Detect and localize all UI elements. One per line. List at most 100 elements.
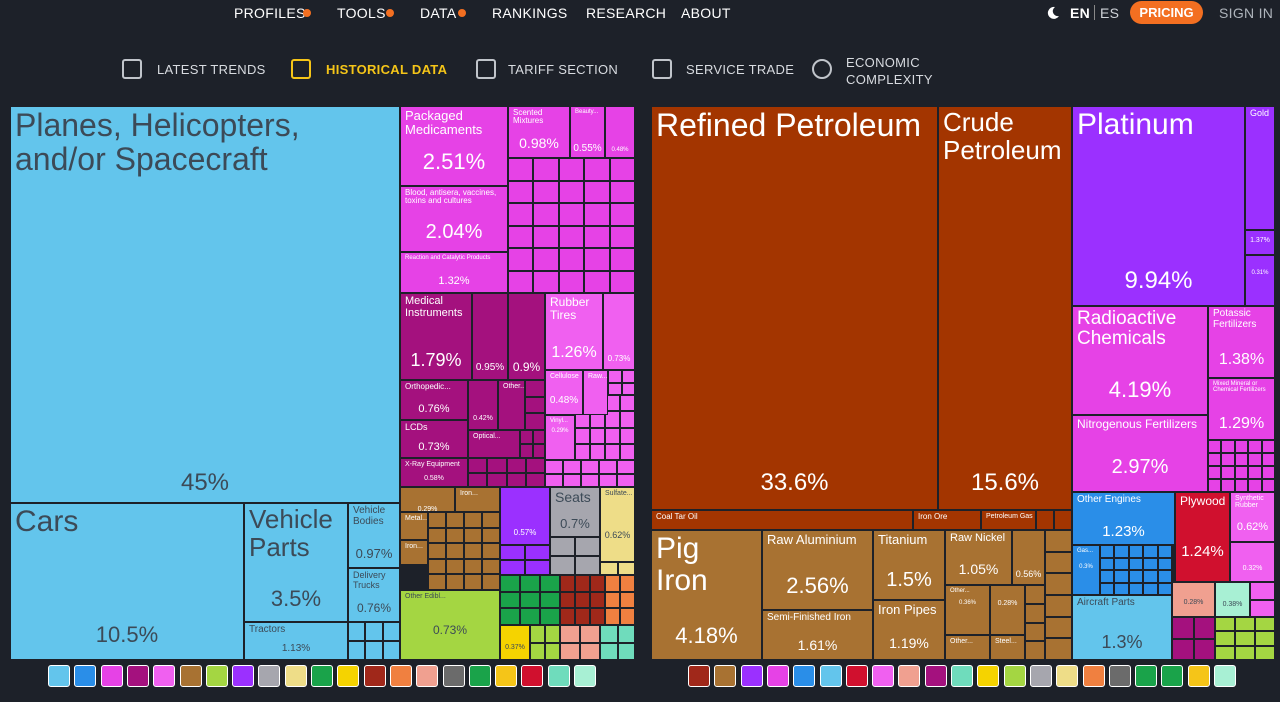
category-filter-icon[interactable]	[179, 665, 202, 687]
category-filter-icon[interactable]	[495, 665, 518, 687]
category-filter-icon[interactable]	[337, 665, 360, 687]
category-filter-icon[interactable]	[819, 665, 842, 687]
treemap-tile[interactable]: Refined Petroleum 33.6%	[651, 106, 938, 510]
category-filter-icon[interactable]	[389, 665, 412, 687]
category-filter-icon[interactable]	[521, 665, 544, 687]
treemap-tile[interactable]: 0.31%	[1245, 255, 1275, 306]
category-filter-icon[interactable]	[205, 665, 228, 687]
treemap-tile[interactable]: Mixed Mineral or Chemical Fertilizers 1.2…	[1208, 378, 1275, 440]
sub-nav-item[interactable]: LATEST TRENDS	[157, 62, 266, 77]
sub-nav-item[interactable]: SERVICE TRADE	[686, 62, 795, 77]
category-filter-icon[interactable]	[898, 665, 921, 687]
treemap-tile[interactable]: Tractors 1.13%	[244, 622, 348, 660]
treemap-tile[interactable]: Metal...	[400, 512, 428, 540]
treemap-tile[interactable]: Delivery Trucks 0.76%	[348, 568, 400, 622]
category-filter-icon[interactable]	[1029, 665, 1052, 687]
treemap-tile[interactable]: Rubber Tires 1.26%	[545, 293, 603, 370]
nav-item[interactable]: RESEARCH	[586, 5, 667, 21]
category-filter-icon[interactable]	[547, 665, 570, 687]
treemap-tile[interactable]: Semi-Finished Iron 1.61%	[762, 610, 873, 660]
category-filter-icon[interactable]	[232, 665, 255, 687]
category-filter-icon[interactable]	[1003, 665, 1026, 687]
treemap-tile[interactable]: 1.37%	[1245, 230, 1275, 255]
treemap-tile[interactable]: Other...	[498, 380, 525, 430]
treemap-tile[interactable]: Gas... 0.3%	[1072, 545, 1100, 595]
treemap-tile[interactable]: Vehicle Bodies 0.97%	[348, 503, 400, 568]
treemap-tile[interactable]: Iron Ore	[913, 510, 981, 530]
treemap-tile[interactable]: Other Engines 1.23%	[1072, 492, 1175, 545]
category-filter-icon[interactable]	[766, 665, 789, 687]
category-filter-icon[interactable]	[74, 665, 97, 687]
category-filter-icon[interactable]	[845, 665, 868, 687]
category-filter-icon[interactable]	[740, 665, 763, 687]
treemap-tile[interactable]: Raw Nickel 1.05%	[945, 530, 1012, 585]
language-en[interactable]: EN	[1070, 5, 1091, 21]
treemap-tile[interactable]: 0.29%	[400, 487, 455, 512]
treemap-tile[interactable]: Medical Instruments 1.79%	[400, 293, 472, 380]
category-filter-icon[interactable]	[1187, 665, 1210, 687]
treemap-tile[interactable]: 0.28%	[1172, 582, 1215, 617]
treemap-tile[interactable]: Optical...	[468, 430, 520, 458]
category-filter-icon[interactable]	[258, 665, 281, 687]
category-filter-icon[interactable]	[714, 665, 737, 687]
category-filter-icon[interactable]	[363, 665, 386, 687]
treemap-tile[interactable]: Plywood 1.24%	[1175, 492, 1230, 582]
treemap-tile[interactable]: Iron...	[400, 540, 428, 565]
category-filter-icon[interactable]	[574, 665, 596, 687]
treemap-tile[interactable]: 0.57%	[500, 487, 550, 545]
nav-item[interactable]: RANKINGS	[492, 5, 568, 21]
treemap-tile[interactable]: Potassic Fertilizers 1.38%	[1208, 306, 1275, 378]
treemap-tile[interactable]: 0.48%	[605, 106, 635, 158]
nav-item[interactable]: TOOLS	[337, 5, 386, 21]
treemap-tile[interactable]: 0.95%	[472, 293, 508, 380]
pricing-button[interactable]: PRICING	[1130, 1, 1203, 24]
treemap-tile[interactable]: Petroleum Gas	[981, 510, 1036, 530]
sub-nav-item[interactable]: ECONOMIC COMPLEXITY	[846, 55, 933, 87]
treemap-tile[interactable]: X-Ray Equipment 0.58%	[400, 458, 468, 487]
treemap-tile[interactable]: Other Edibl... 0.73%	[400, 590, 500, 660]
category-filter-icon[interactable]	[1082, 665, 1105, 687]
category-filter-icon[interactable]	[1214, 665, 1236, 687]
treemap-tile[interactable]: Aircraft Parts 1.3%	[1072, 595, 1172, 660]
treemap-tile[interactable]: Raw Aluminium 2.56%	[762, 530, 873, 610]
category-filter-icon[interactable]	[1135, 665, 1158, 687]
treemap-tile[interactable]: 0.32%	[1230, 542, 1275, 582]
nav-item[interactable]: ABOUT	[681, 5, 731, 21]
category-filter-icon[interactable]	[977, 665, 1000, 687]
treemap-tile[interactable]: Synthetic Rubber 0.62%	[1230, 492, 1275, 542]
treemap-tile[interactable]: Crude Petroleum 15.6%	[938, 106, 1072, 510]
category-filter-icon[interactable]	[48, 665, 70, 687]
treemap-tile[interactable]: Other...	[945, 635, 990, 660]
treemap-tile[interactable]: Planes, Helicopters, and/or Spacecraft 45…	[10, 106, 400, 503]
treemap-tile[interactable]: Iron Pipes 1.19%	[873, 600, 945, 660]
treemap-tile[interactable]: Titanium 1.5%	[873, 530, 945, 600]
treemap-tile[interactable]: Vinyl... 0.29%	[545, 415, 575, 460]
nav-item[interactable]: DATA	[420, 5, 457, 21]
treemap-tile[interactable]: Scented Mixtures 0.98%	[508, 106, 570, 158]
treemap-tile[interactable]: Gold	[1245, 106, 1275, 230]
category-filter-icon[interactable]	[442, 665, 465, 687]
nav-item[interactable]: PROFILES	[234, 5, 306, 21]
treemap-tile[interactable]: 0.42%	[468, 380, 498, 430]
treemap-tile[interactable]: Radioactive Chemicals 4.19%	[1072, 306, 1208, 415]
category-filter-icon[interactable]	[1161, 665, 1184, 687]
treemap-tile[interactable]: Blood, antisera, vaccines, toxins and cu…	[400, 186, 508, 252]
category-filter-icon[interactable]	[924, 665, 947, 687]
treemap-tile[interactable]: 0.9%	[508, 293, 545, 380]
treemap-tile[interactable]: 0.38%	[1215, 582, 1250, 617]
treemap-tile[interactable]: Sulfate... 0.62%	[600, 487, 635, 562]
category-filter-icon[interactable]	[126, 665, 149, 687]
category-filter-icon[interactable]	[688, 665, 710, 687]
treemap-tile[interactable]: Steel...	[990, 635, 1025, 660]
treemap-tile[interactable]: 0.56%	[1012, 530, 1045, 585]
sub-nav-item[interactable]: TARIFF SECTION	[508, 62, 619, 77]
language-es[interactable]: ES	[1100, 5, 1120, 21]
category-filter-icon[interactable]	[416, 665, 439, 687]
category-filter-icon[interactable]	[872, 665, 895, 687]
category-filter-icon[interactable]	[468, 665, 491, 687]
treemap-tile[interactable]: Coal Tar Oil	[651, 510, 913, 530]
treemap-tile[interactable]: Seats 0.7%	[550, 487, 600, 537]
treemap-tile[interactable]: LCDs 0.73%	[400, 420, 468, 458]
treemap-tile[interactable]: 0.73%	[603, 293, 635, 370]
treemap-tile[interactable]: 0.28%	[990, 585, 1025, 635]
